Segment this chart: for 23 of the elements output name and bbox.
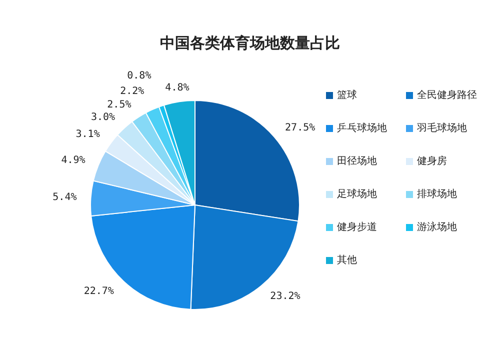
data-label: 4.8%: [165, 82, 190, 94]
data-label: 23.2%: [270, 291, 300, 302]
data-label: 22.7%: [84, 286, 114, 298]
legend-label: 羽毛球场地: [417, 122, 467, 135]
legend-label: 健身房: [417, 154, 447, 168]
data-label: 2.2%: [120, 86, 144, 97]
legend-label: 其他: [337, 254, 357, 267]
legend-label: 排球场地: [417, 188, 457, 201]
legend-label: 游泳场地: [417, 220, 457, 234]
data-label: 0.8%: [127, 70, 152, 82]
data-label: 4.9%: [61, 154, 86, 166]
legend-label: 篮球: [337, 88, 357, 102]
data-label: 3.0%: [90, 112, 116, 124]
data-label: 3.1%: [76, 128, 100, 140]
data-label: 27.5%: [285, 122, 316, 134]
chart-title: 中国各类体育场地数量占比: [159, 34, 341, 53]
data-label: 2.5%: [107, 100, 132, 111]
legend-label: 足球场地: [337, 188, 377, 201]
legend-label: 乒乓球场地: [337, 122, 387, 135]
legend-label: 田径场地: [337, 154, 377, 168]
legend-label: 全民健身路径: [417, 89, 477, 102]
data-label: 5.4%: [52, 192, 77, 203]
legend-label: 健身步道: [337, 220, 377, 234]
